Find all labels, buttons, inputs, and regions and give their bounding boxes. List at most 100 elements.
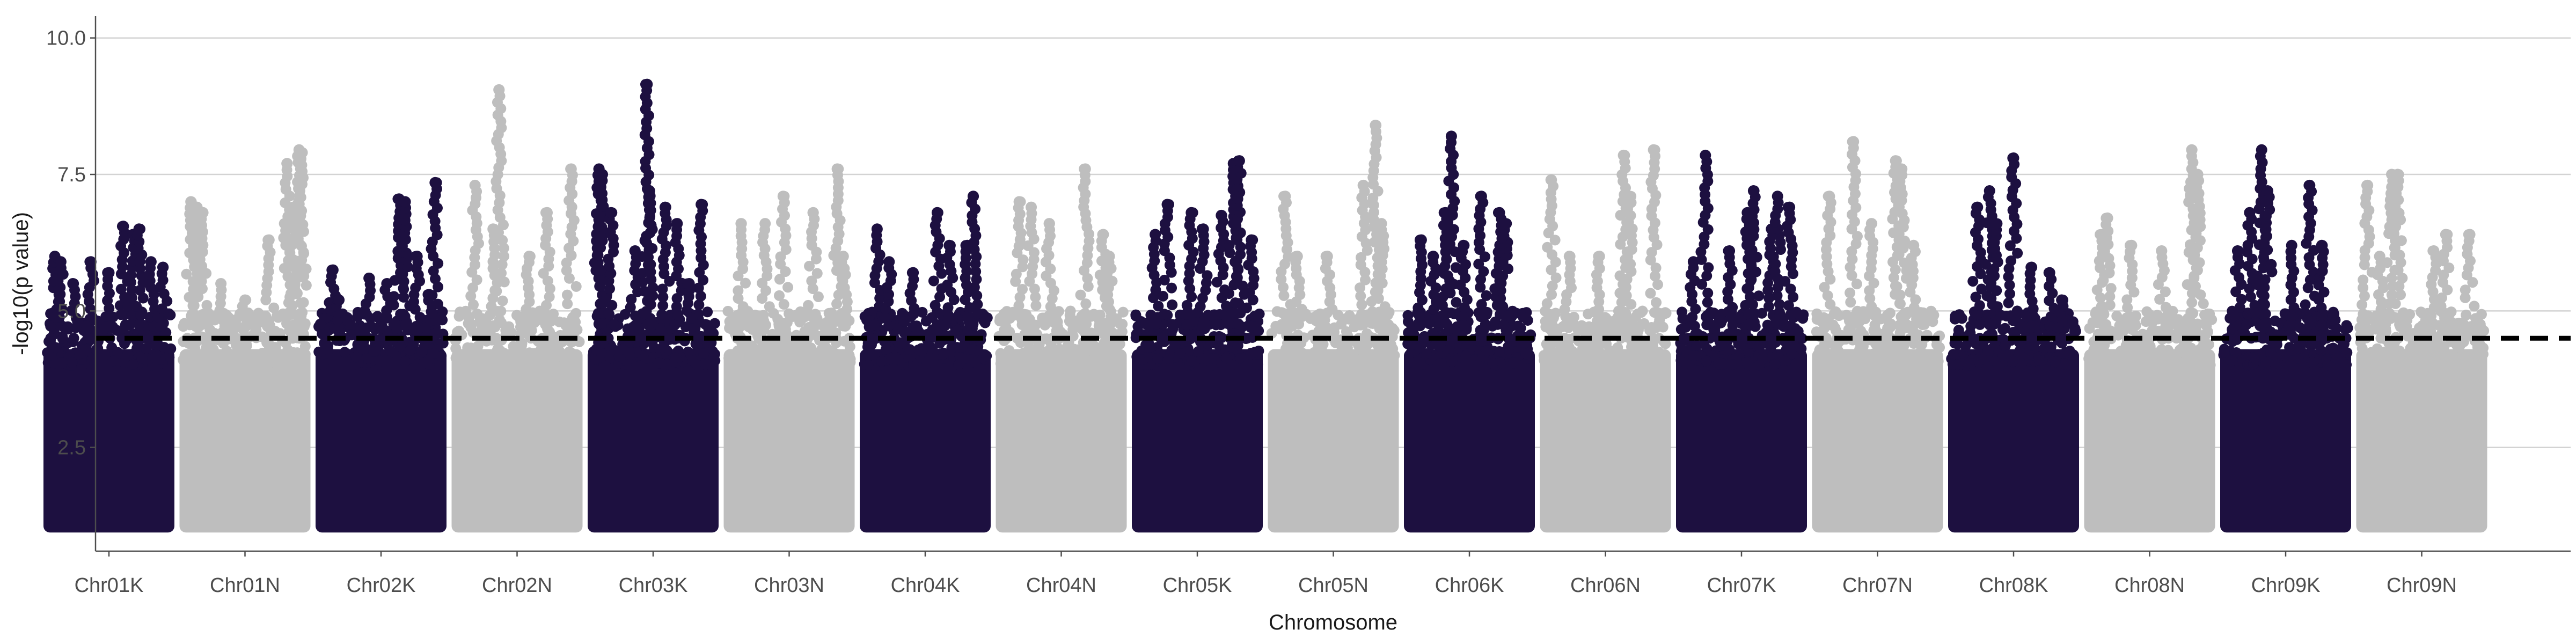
peak-point (1079, 163, 1091, 175)
peak-point (659, 201, 671, 213)
peak-point (493, 84, 505, 96)
data-point (971, 274, 982, 285)
data-point (831, 298, 843, 310)
data-point (1075, 289, 1086, 301)
data-point (812, 355, 823, 366)
peak-point (2102, 212, 2113, 224)
data-point (2322, 360, 2333, 371)
data-point (389, 291, 400, 302)
data-point (1203, 310, 1214, 321)
data-point (1065, 305, 1076, 317)
data-point (466, 319, 477, 330)
data-point (301, 280, 312, 291)
data-point (1780, 276, 1791, 287)
data-point (499, 356, 510, 367)
data-point (199, 333, 210, 344)
data-point (2192, 358, 2203, 370)
data-point (544, 291, 555, 303)
data-point (637, 276, 648, 288)
data-point (209, 314, 221, 326)
peak-point (1415, 234, 1427, 246)
data-point (1779, 319, 1790, 330)
data-point (656, 309, 668, 320)
data-point (692, 359, 703, 370)
data-point (2182, 357, 2193, 369)
data-point (1884, 308, 1896, 319)
data-point (1520, 348, 1532, 360)
data-point (498, 243, 509, 254)
data-point (193, 291, 204, 303)
data-point (1054, 352, 1065, 363)
data-point (400, 319, 412, 331)
data-point (1727, 320, 1738, 331)
data-point (981, 350, 992, 362)
data-point (1389, 350, 1400, 361)
data-point (1651, 307, 1663, 318)
data-point (1117, 306, 1129, 318)
peak-point (399, 196, 411, 208)
data-point (56, 357, 67, 369)
data-point (524, 347, 535, 358)
point-cloud-Chr04N (996, 349, 1127, 533)
data-point (405, 345, 416, 356)
data-point (2187, 308, 2199, 319)
data-point (2101, 319, 2112, 330)
peak-point (2008, 152, 2019, 164)
data-point (1828, 308, 1840, 319)
data-point (365, 313, 376, 324)
data-point (186, 309, 197, 320)
data-point (298, 348, 309, 360)
data-point (299, 318, 311, 330)
data-point (1478, 308, 1489, 319)
data-point (45, 320, 56, 332)
data-point (1281, 359, 1292, 370)
peak-point (943, 239, 955, 251)
data-point (1688, 350, 1699, 361)
data-point (1568, 312, 1579, 323)
data-point (813, 291, 824, 303)
peak-point (1103, 251, 1115, 262)
data-point (499, 251, 510, 262)
data-point (1446, 356, 1458, 367)
data-point (1796, 343, 1807, 354)
data-point (379, 333, 391, 344)
data-point (314, 318, 326, 330)
data-point (57, 333, 68, 344)
data-point (760, 319, 771, 331)
peak-point (1233, 155, 1245, 167)
data-point (813, 319, 824, 330)
point-cloud-Chr02K (316, 349, 447, 533)
data-point (465, 290, 477, 302)
data-point (339, 347, 350, 358)
data-point (472, 309, 483, 320)
data-point (2141, 344, 2152, 355)
data-point (108, 355, 119, 367)
peak-point (85, 256, 97, 268)
data-point (1000, 321, 1012, 333)
data-point (970, 357, 981, 368)
data-point (722, 305, 734, 317)
peak-point (145, 256, 157, 268)
data-point (2130, 310, 2141, 321)
peak-point (1185, 207, 1197, 218)
data-point (1845, 349, 1856, 361)
series-Chr04K (859, 191, 993, 533)
data-point (752, 359, 763, 370)
data-point (1948, 349, 1959, 360)
data-point (914, 345, 925, 356)
data-point (1174, 348, 1185, 359)
data-point (450, 343, 462, 354)
data-point (366, 321, 377, 333)
data-point (671, 301, 682, 312)
data-point (1402, 310, 1414, 321)
data-point (863, 348, 874, 359)
data-point (496, 259, 508, 270)
data-point (1785, 309, 1796, 320)
data-point (1774, 308, 1785, 319)
peak-point (807, 207, 819, 218)
data-point (1498, 319, 1510, 331)
data-point (795, 306, 806, 317)
data-point (2064, 346, 2075, 357)
peak-point (469, 179, 481, 191)
data-point (1891, 281, 1902, 292)
